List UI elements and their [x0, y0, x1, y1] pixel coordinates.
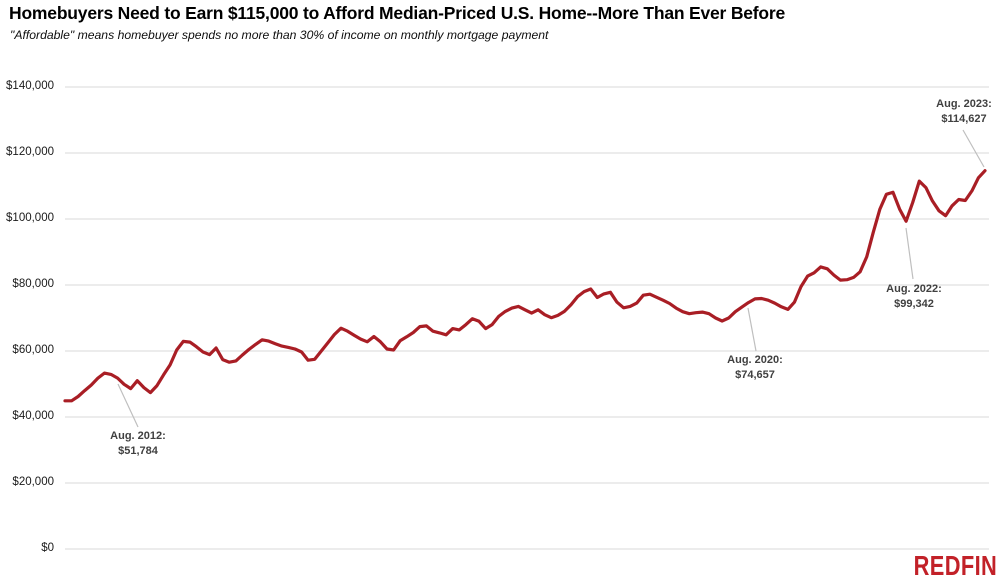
annotation-date: Aug. 2012: — [110, 430, 166, 442]
annotation-date: Aug. 2020: — [727, 354, 783, 366]
annotation-leader-2022 — [905, 227, 914, 280]
y-tick-label-20000: $20,000 — [12, 476, 54, 488]
annotation-value: $99,342 — [894, 297, 934, 310]
annotation-leader-2020 — [747, 307, 757, 352]
annotation-value: $74,657 — [735, 368, 775, 381]
annotation-leader-2023 — [962, 129, 985, 168]
income-needed-line — [63, 169, 987, 403]
y-tick-label-80000: $80,000 — [12, 278, 54, 290]
chart-subtitle: "Affordable" means homebuyer spends no m… — [10, 28, 549, 42]
y-tick-label-40000: $40,000 — [12, 410, 54, 422]
y-tick-label-100000: $100,000 — [6, 212, 54, 224]
annotation-date: Aug. 2023: — [936, 98, 992, 110]
annotation-value: $114,627 — [941, 112, 987, 125]
annotation-2023: Aug. 2023: $114,627 — [936, 97, 992, 126]
annotation-2012: Aug. 2012: $51,784 — [110, 429, 166, 458]
y-tick-label-60000: $60,000 — [12, 344, 54, 356]
annotation-2020: Aug. 2020: $74,657 — [727, 353, 783, 382]
annotation-2022: Aug. 2022: $99,342 — [886, 282, 942, 311]
annotation-date: Aug. 2022: — [886, 283, 942, 295]
y-tick-label-140000: $140,000 — [6, 80, 54, 92]
redfin-logo: REDFIN — [913, 550, 997, 578]
annotation-leader-2012 — [117, 383, 139, 428]
y-tick-label-120000: $120,000 — [6, 146, 54, 158]
annotation-value: $51,784 — [118, 444, 158, 457]
page-title: Homebuyers Need to Earn $115,000 to Affo… — [9, 3, 786, 23]
y-tick-label-0: $0 — [41, 542, 54, 554]
